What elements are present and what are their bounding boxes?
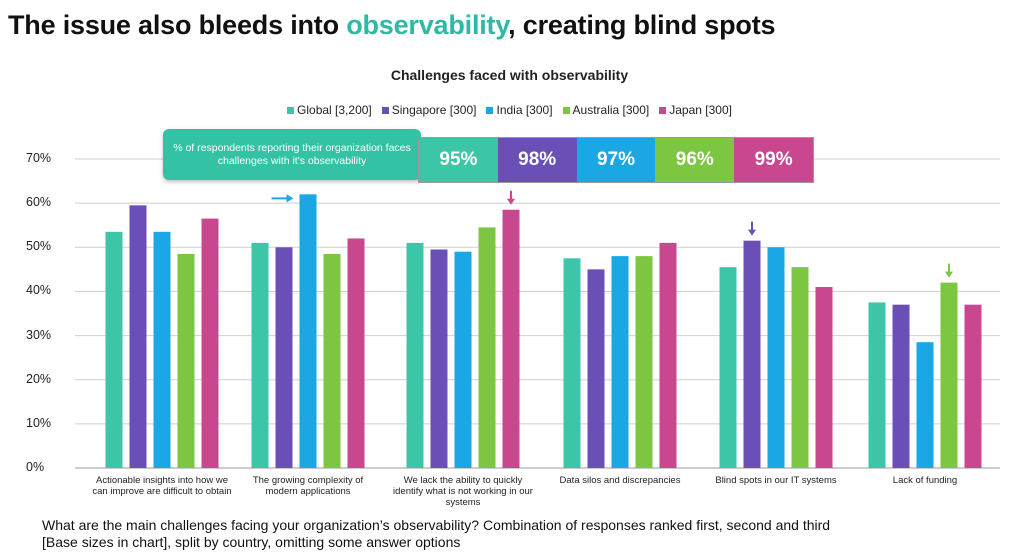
legend-item-india: India [300] bbox=[486, 103, 553, 117]
bar-japan-4 bbox=[815, 287, 833, 468]
bar-singapore-0 bbox=[129, 205, 147, 468]
bar-global-3 bbox=[563, 258, 581, 468]
overall-pct-india: 97% bbox=[576, 138, 656, 182]
y-tick-label: 60% bbox=[26, 195, 52, 210]
legend-item-japan: Japan [300] bbox=[659, 103, 732, 117]
legend-label: Japan [300] bbox=[669, 103, 732, 117]
bar-india-2 bbox=[454, 251, 472, 468]
legend-label: India [300] bbox=[496, 103, 553, 117]
category-label-line: can improve are difficult to obtain bbox=[92, 486, 232, 497]
overall-pct-japan: 99% bbox=[734, 138, 813, 182]
y-tick-label: 30% bbox=[26, 327, 52, 342]
category-label-3: Data silos and discrepancies bbox=[540, 475, 700, 486]
bar-japan-5 bbox=[964, 304, 982, 468]
chart-title: Challenges faced with observability bbox=[390, 67, 629, 83]
headline-text-after: , creating blind spots bbox=[508, 10, 776, 40]
legend-swatch bbox=[659, 106, 667, 114]
category-label-line: Data silos and discrepancies bbox=[559, 475, 681, 486]
y-tick-label: 0% bbox=[26, 460, 45, 474]
legend-label: Singapore [300] bbox=[391, 103, 477, 117]
legend-label: Global [3,200] bbox=[297, 103, 372, 117]
y-tick-label: 10% bbox=[26, 415, 52, 430]
y-tick-label: 20% bbox=[26, 371, 52, 386]
bar-australia-2 bbox=[478, 227, 496, 468]
chart-legend: Global [3,200] Singapore [300] India [300]… bbox=[0, 103, 1019, 117]
overall-pct-australia: 96% bbox=[655, 138, 735, 182]
bar-japan-1 bbox=[347, 238, 365, 468]
headline-accent-word: observability bbox=[346, 10, 509, 40]
category-label-line: identify what is not working in our bbox=[393, 486, 533, 497]
category-label-4: Blind spots in our IT systems bbox=[696, 475, 856, 486]
bar-singapore-4 bbox=[743, 240, 761, 468]
category-label-line: Actionable insights into how we bbox=[95, 475, 229, 486]
bar-singapore-3 bbox=[587, 269, 605, 468]
y-tick-label: 70% bbox=[26, 151, 52, 165]
legend-item-australia: Australia [300] bbox=[562, 103, 650, 117]
annotation-arrow-1 bbox=[507, 190, 515, 205]
category-label-line: systems bbox=[445, 497, 481, 508]
legend-swatch bbox=[562, 106, 570, 114]
legend-swatch bbox=[486, 106, 494, 114]
bar-japan-2 bbox=[502, 209, 520, 468]
headline-text-before: The issue also bleeds into bbox=[8, 10, 347, 40]
bar-australia-4 bbox=[791, 267, 809, 468]
category-label-line: The growing complexity of bbox=[252, 475, 364, 486]
bar-global-0 bbox=[105, 231, 123, 468]
bar-singapore-5 bbox=[892, 304, 910, 468]
overall-challenges-callout: % of respondents reporting their organiz… bbox=[163, 129, 421, 180]
bar-india-4 bbox=[767, 247, 785, 468]
overall-pct-singapore: 98% bbox=[497, 138, 577, 182]
footnote-line-1: What are the main challenges facing your… bbox=[42, 517, 831, 533]
category-label-2: We lack the ability to quickly identify w… bbox=[383, 475, 543, 508]
bar-global-1 bbox=[251, 242, 269, 468]
bar-australia-5 bbox=[940, 282, 958, 468]
bar-australia-0 bbox=[177, 253, 195, 468]
category-label-0: Actionable insights into how we can impro… bbox=[82, 475, 242, 497]
overall-percent-strip: 95% 98% 97% 96% 99% bbox=[418, 137, 814, 183]
bar-australia-3 bbox=[635, 256, 653, 468]
bar-global-5 bbox=[868, 302, 886, 468]
survey-question-footnote: What are the main challenges facing your… bbox=[42, 517, 1002, 551]
bar-singapore-2 bbox=[430, 249, 448, 468]
annotation-arrow-3 bbox=[945, 263, 953, 278]
bar-india-1 bbox=[299, 194, 317, 469]
category-label-line: We lack the ability to quickly bbox=[403, 475, 523, 486]
legend-label: Australia [300] bbox=[572, 103, 650, 117]
category-label-5: Lack of funding bbox=[845, 475, 1005, 486]
category-label-line: modern applications bbox=[265, 486, 351, 497]
slide-headline: The issue also bleeds into observability… bbox=[8, 10, 776, 41]
footnote-line-2: [Base sizes in chart], split by country,… bbox=[42, 534, 461, 550]
bar-india-3 bbox=[611, 256, 629, 468]
bar-global-4 bbox=[719, 267, 737, 468]
bar-india-5 bbox=[916, 342, 934, 468]
category-label-1: The growing complexity of modern applicat… bbox=[228, 475, 388, 497]
annotation-arrow-2 bbox=[748, 221, 756, 236]
category-label-line: Lack of funding bbox=[892, 475, 958, 486]
legend-swatch bbox=[381, 106, 389, 114]
bar-singapore-1 bbox=[275, 247, 293, 468]
annotation-arrow-0 bbox=[271, 194, 294, 203]
bar-japan-3 bbox=[659, 242, 677, 468]
bar-japan-0 bbox=[201, 218, 219, 468]
legend-swatch bbox=[287, 106, 295, 114]
bar-global-2 bbox=[406, 242, 424, 468]
bar-australia-1 bbox=[323, 253, 341, 468]
bar-india-0 bbox=[153, 231, 171, 468]
category-label-line: Blind spots in our IT systems bbox=[715, 475, 837, 486]
legend-item-singapore: Singapore [300] bbox=[381, 103, 477, 117]
overall-pct-global: 95% bbox=[419, 138, 498, 182]
y-tick-label: 40% bbox=[26, 283, 52, 298]
legend-item-global: Global [3,200] bbox=[287, 103, 372, 117]
y-tick-label: 50% bbox=[26, 239, 52, 254]
